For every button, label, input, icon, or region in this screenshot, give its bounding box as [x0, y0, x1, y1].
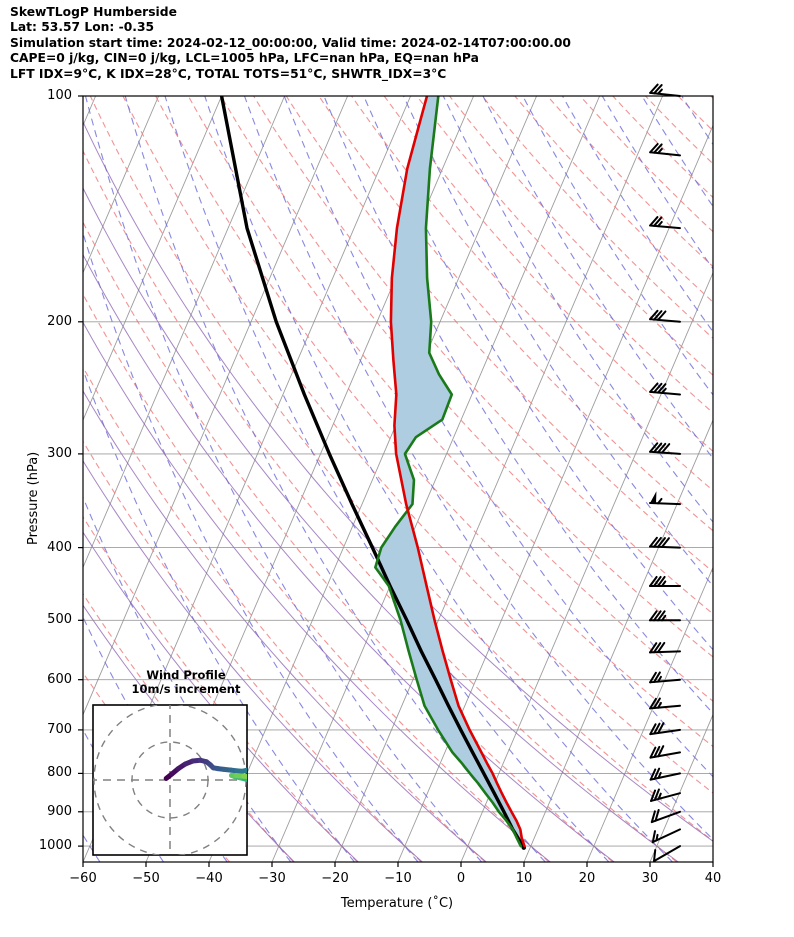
mixing-ratio-lines [83, 96, 713, 862]
y-tick-label-800: 800 [47, 765, 72, 781]
hodograph-subtitle: 10m/s increment [131, 682, 241, 696]
wind-barb-column [649, 83, 681, 863]
x-tick-label--30: −30 [258, 871, 286, 886]
x-tick-label-10: 10 [515, 871, 533, 886]
y-tick-label-400: 400 [47, 539, 72, 555]
x-tick-label--10: −10 [384, 871, 412, 886]
hodograph-inset [92, 704, 248, 856]
header-indices-line1: CAPE=0 j/kg, CIN=0 j/kg, LCL=1005 hPa, L… [10, 51, 479, 66]
x-tick-label-30: 30 [641, 871, 659, 886]
hodograph-caption: Wind Profile 10m/s increment [96, 668, 276, 696]
dewpoint-curve [374, 96, 523, 848]
x-tick-label-0: 0 [456, 871, 466, 886]
header-title: SkewTLogP Humberside [10, 5, 177, 19]
y-tick-label-100: 100 [47, 88, 72, 103]
y-tick-label-200: 200 [47, 313, 72, 329]
x-axis-title: Temperature (˚C) [340, 896, 454, 911]
x-tick-label--50: −50 [132, 871, 160, 886]
x-tick-label-20: 20 [578, 871, 596, 886]
hodograph-title: Wind Profile [146, 668, 226, 682]
y-tick-label-500: 500 [47, 612, 72, 628]
header-location: Lat: 53.57 Lon: -0.35 [10, 20, 155, 35]
y-axis-title: Pressure (hPa) [26, 451, 41, 545]
isotherm-lines [83, 96, 713, 862]
moist-layer-shading [375, 96, 525, 847]
header-times: Simulation start time: 2024-02-12_00:00:… [10, 35, 571, 50]
x-tick-label--20: −20 [321, 871, 349, 886]
x-tick-label-40: 40 [704, 871, 722, 886]
temperature-curve [389, 96, 526, 848]
axis-ticks [78, 95, 714, 867]
y-tick-label-1000: 1000 [38, 838, 72, 854]
x-tick-label--40: −40 [195, 871, 223, 886]
figure-header: SkewTLogP Humberside Lat: 53.57 Lon: -0.… [10, 5, 780, 82]
y-tick-label-900: 900 [47, 803, 72, 819]
y-tick-label-600: 600 [47, 671, 72, 687]
header-indices-line2: LFT IDX=9°C, K IDX=28°C, TOTAL TOTS=51°C… [10, 66, 447, 81]
x-tick-label--60: −60 [69, 871, 97, 886]
y-tick-label-300: 300 [47, 445, 72, 461]
y-tick-label-700: 700 [47, 721, 72, 737]
